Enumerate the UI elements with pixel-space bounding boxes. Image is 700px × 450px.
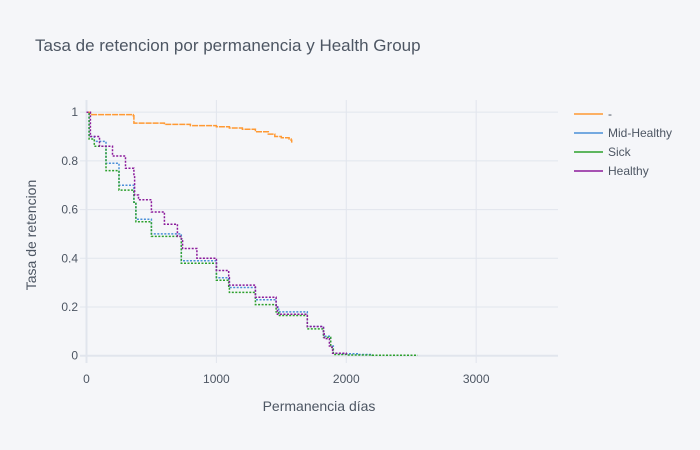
grid xyxy=(80,100,558,363)
x-axis-title: Permanencia días xyxy=(263,398,376,414)
series-lines xyxy=(86,111,418,356)
x-tick-label: 0 xyxy=(83,372,90,386)
y-tick-label: 0.8 xyxy=(61,154,78,168)
series-line-3 xyxy=(86,111,348,355)
x-tick-label: 3000 xyxy=(463,372,490,386)
legend-label: - xyxy=(608,107,612,121)
legend-label: Healthy xyxy=(608,164,649,178)
legend-label: Mid-Healthy xyxy=(608,126,672,140)
y-tick-label: 1 xyxy=(71,105,78,119)
y-tick-label: 0.6 xyxy=(61,203,78,217)
y-axis-title: Tasa de retencion xyxy=(23,180,39,291)
y-tick-label: 0.2 xyxy=(61,300,78,314)
x-tick-label: 2000 xyxy=(333,372,360,386)
series-line-0 xyxy=(86,111,293,143)
x-tick-label: 1000 xyxy=(203,372,230,386)
chart-title: Tasa de retencion por permanencia y Heal… xyxy=(35,36,421,55)
axis-ticks: 0 1000 2000 3000 0 0.2 0.4 0.6 0.8 1 xyxy=(61,105,490,386)
y-tick-label: 0 xyxy=(71,349,78,363)
series-line-2 xyxy=(86,111,418,356)
y-tick-label: 0.4 xyxy=(61,251,78,265)
legend: - Mid-Healthy Sick Healthy xyxy=(574,107,672,178)
series-line-1 xyxy=(86,111,374,356)
legend-label: Sick xyxy=(608,145,632,159)
